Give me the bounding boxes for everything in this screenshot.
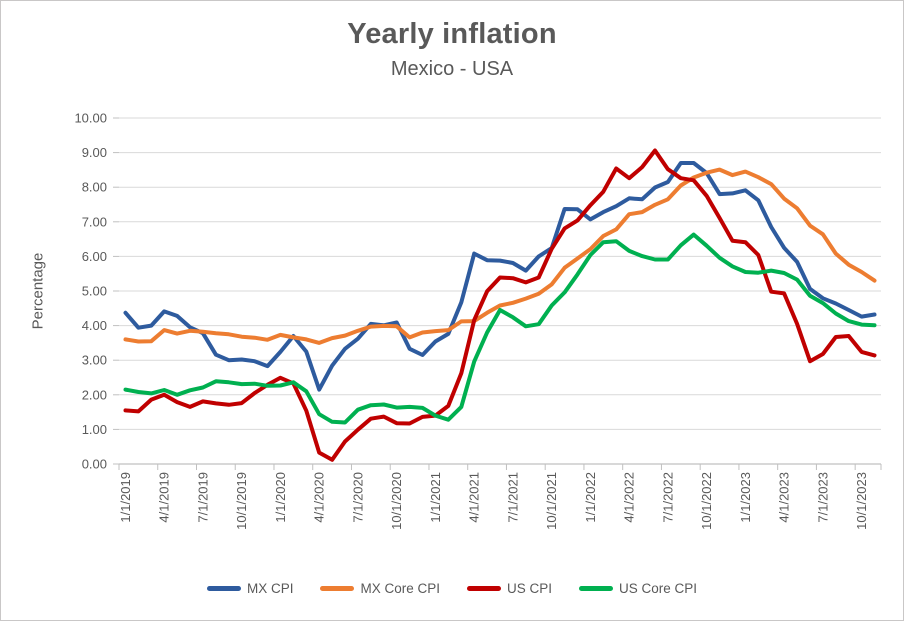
y-tick-label: 0.00 — [82, 457, 107, 472]
x-tick-label: 1/1/2020 — [273, 472, 288, 523]
y-tick-label: 8.00 — [82, 180, 107, 195]
x-tick-label: 1/1/2022 — [583, 472, 598, 523]
legend-label: MX CPI — [246, 581, 294, 596]
y-tick-label: 2.00 — [82, 387, 107, 402]
x-tick-label: 7/1/2022 — [660, 472, 675, 523]
chart-title: Yearly inflation — [347, 18, 557, 50]
x-tick-label: 10/1/2022 — [699, 472, 714, 530]
legend-item-us-core-cpi: US Core CPI — [579, 581, 697, 596]
legend-label: US CPI — [507, 581, 553, 596]
y-tick-label: 3.00 — [82, 353, 107, 368]
chart-legend: MX CPI MX Core CPI US CPI US Core CPI — [1, 581, 903, 596]
x-tick-label: 1/1/2023 — [738, 472, 753, 523]
x-tick-label: 1/1/2021 — [428, 472, 443, 523]
legend-swatch — [467, 586, 501, 591]
x-tick-label: 4/1/2022 — [622, 472, 637, 523]
y-tick-label: 9.00 — [82, 145, 107, 160]
series-line-us-core-cpi — [123, 232, 877, 425]
legend-item-us-cpi: US CPI — [467, 581, 552, 596]
legend-swatch — [579, 586, 614, 591]
y-tick-label: 7.00 — [82, 214, 107, 229]
series-line-mx-cpi — [123, 161, 877, 392]
x-tick-label: 7/1/2023 — [815, 472, 830, 523]
x-tick-label: 7/1/2020 — [350, 472, 365, 523]
legend-swatch — [320, 586, 355, 591]
y-tick-label: 6.00 — [82, 249, 107, 264]
x-tick-label: 10/1/2020 — [389, 472, 404, 530]
legend-item-mx-core-cpi: MX Core CPI — [320, 581, 440, 596]
x-tick-label: 7/1/2021 — [505, 472, 520, 523]
legend-label: US Core CPI — [619, 581, 698, 596]
legend-label: MX Core CPI — [360, 581, 440, 596]
legend-swatch — [206, 586, 241, 591]
chart-subtitle: Mexico - USA — [390, 58, 514, 80]
series-line-us-cpi — [123, 148, 877, 462]
x-tick-label: 4/1/2023 — [777, 472, 792, 523]
x-tick-label: 4/1/2021 — [467, 472, 482, 523]
x-tick-label: 4/1/2020 — [312, 472, 327, 523]
legend-item-mx-cpi: MX CPI — [206, 581, 294, 596]
x-tick-label: 10/1/2023 — [854, 472, 869, 530]
x-tick-label: 4/1/2019 — [157, 472, 172, 523]
y-tick-label: 4.00 — [82, 318, 107, 333]
x-tick-label: 10/1/2019 — [234, 472, 249, 530]
y-tick-label: 10.00 — [74, 111, 107, 126]
y-tick-label: 5.00 — [82, 284, 107, 299]
series-line-mx-core-cpi — [123, 167, 877, 345]
x-tick-label: 10/1/2021 — [544, 472, 559, 530]
x-tick-label: 1/1/2019 — [118, 472, 133, 523]
x-tick-label: 7/1/2019 — [195, 472, 210, 523]
y-tick-label: 1.00 — [82, 422, 107, 437]
